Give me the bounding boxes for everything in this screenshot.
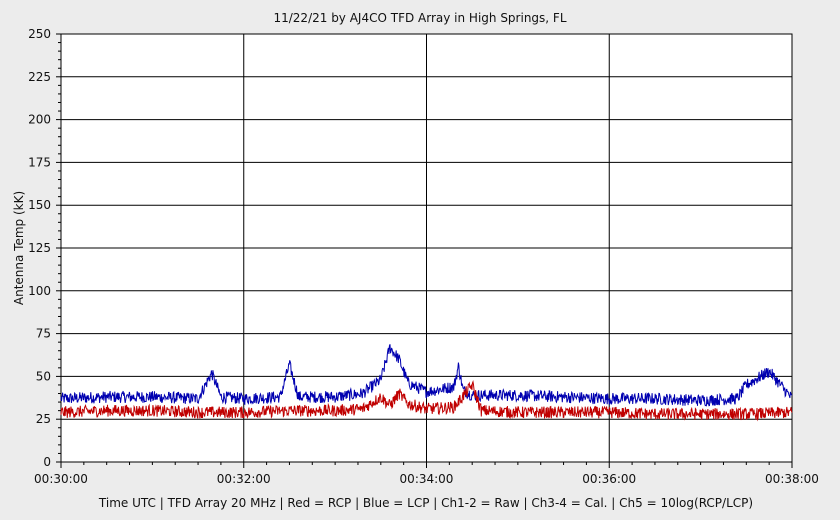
- series-line-lcp: [60, 344, 793, 407]
- x-tick-label: 00:30:00: [34, 472, 88, 486]
- y-tick-label: 0: [43, 455, 51, 469]
- x-tick-labels: 00:30:00 00:32:00 00:34:00 00:36:00 00:38:00: [34, 472, 819, 486]
- x-tick-label: 00:34:00: [400, 472, 454, 486]
- y-axis-label: Antenna Temp (kK): [12, 191, 26, 305]
- y-tick-label: 25: [36, 412, 51, 426]
- minor-ticks: [56, 33, 793, 468]
- x-tick-label: 00:32:00: [217, 472, 271, 486]
- y-tick-label: 100: [28, 284, 51, 298]
- y-tick-label: 75: [36, 327, 51, 341]
- y-tick-labels: 0 25 50 75 100 125 150 175 200 225 250: [28, 27, 51, 469]
- x-tick-label: 00:38:00: [765, 472, 819, 486]
- series-layer: [60, 344, 793, 422]
- y-tick-label: 125: [28, 241, 51, 255]
- y-tick-label: 225: [28, 70, 51, 84]
- y-tick-label: 150: [28, 198, 51, 212]
- y-tick-label: 50: [36, 369, 51, 383]
- y-tick-label: 175: [28, 155, 51, 169]
- y-tick-label: 200: [28, 113, 51, 127]
- y-tick-label: 250: [28, 27, 51, 41]
- x-tick-label: 00:36:00: [582, 472, 636, 486]
- series-line-rcp: [60, 379, 793, 422]
- grid: [61, 34, 792, 462]
- chart-title: 11/22/21 by AJ4CO TFD Array in High Spri…: [273, 11, 566, 25]
- x-axis-label: Time UTC | TFD Array 20 MHz | Red = RCP …: [98, 496, 753, 510]
